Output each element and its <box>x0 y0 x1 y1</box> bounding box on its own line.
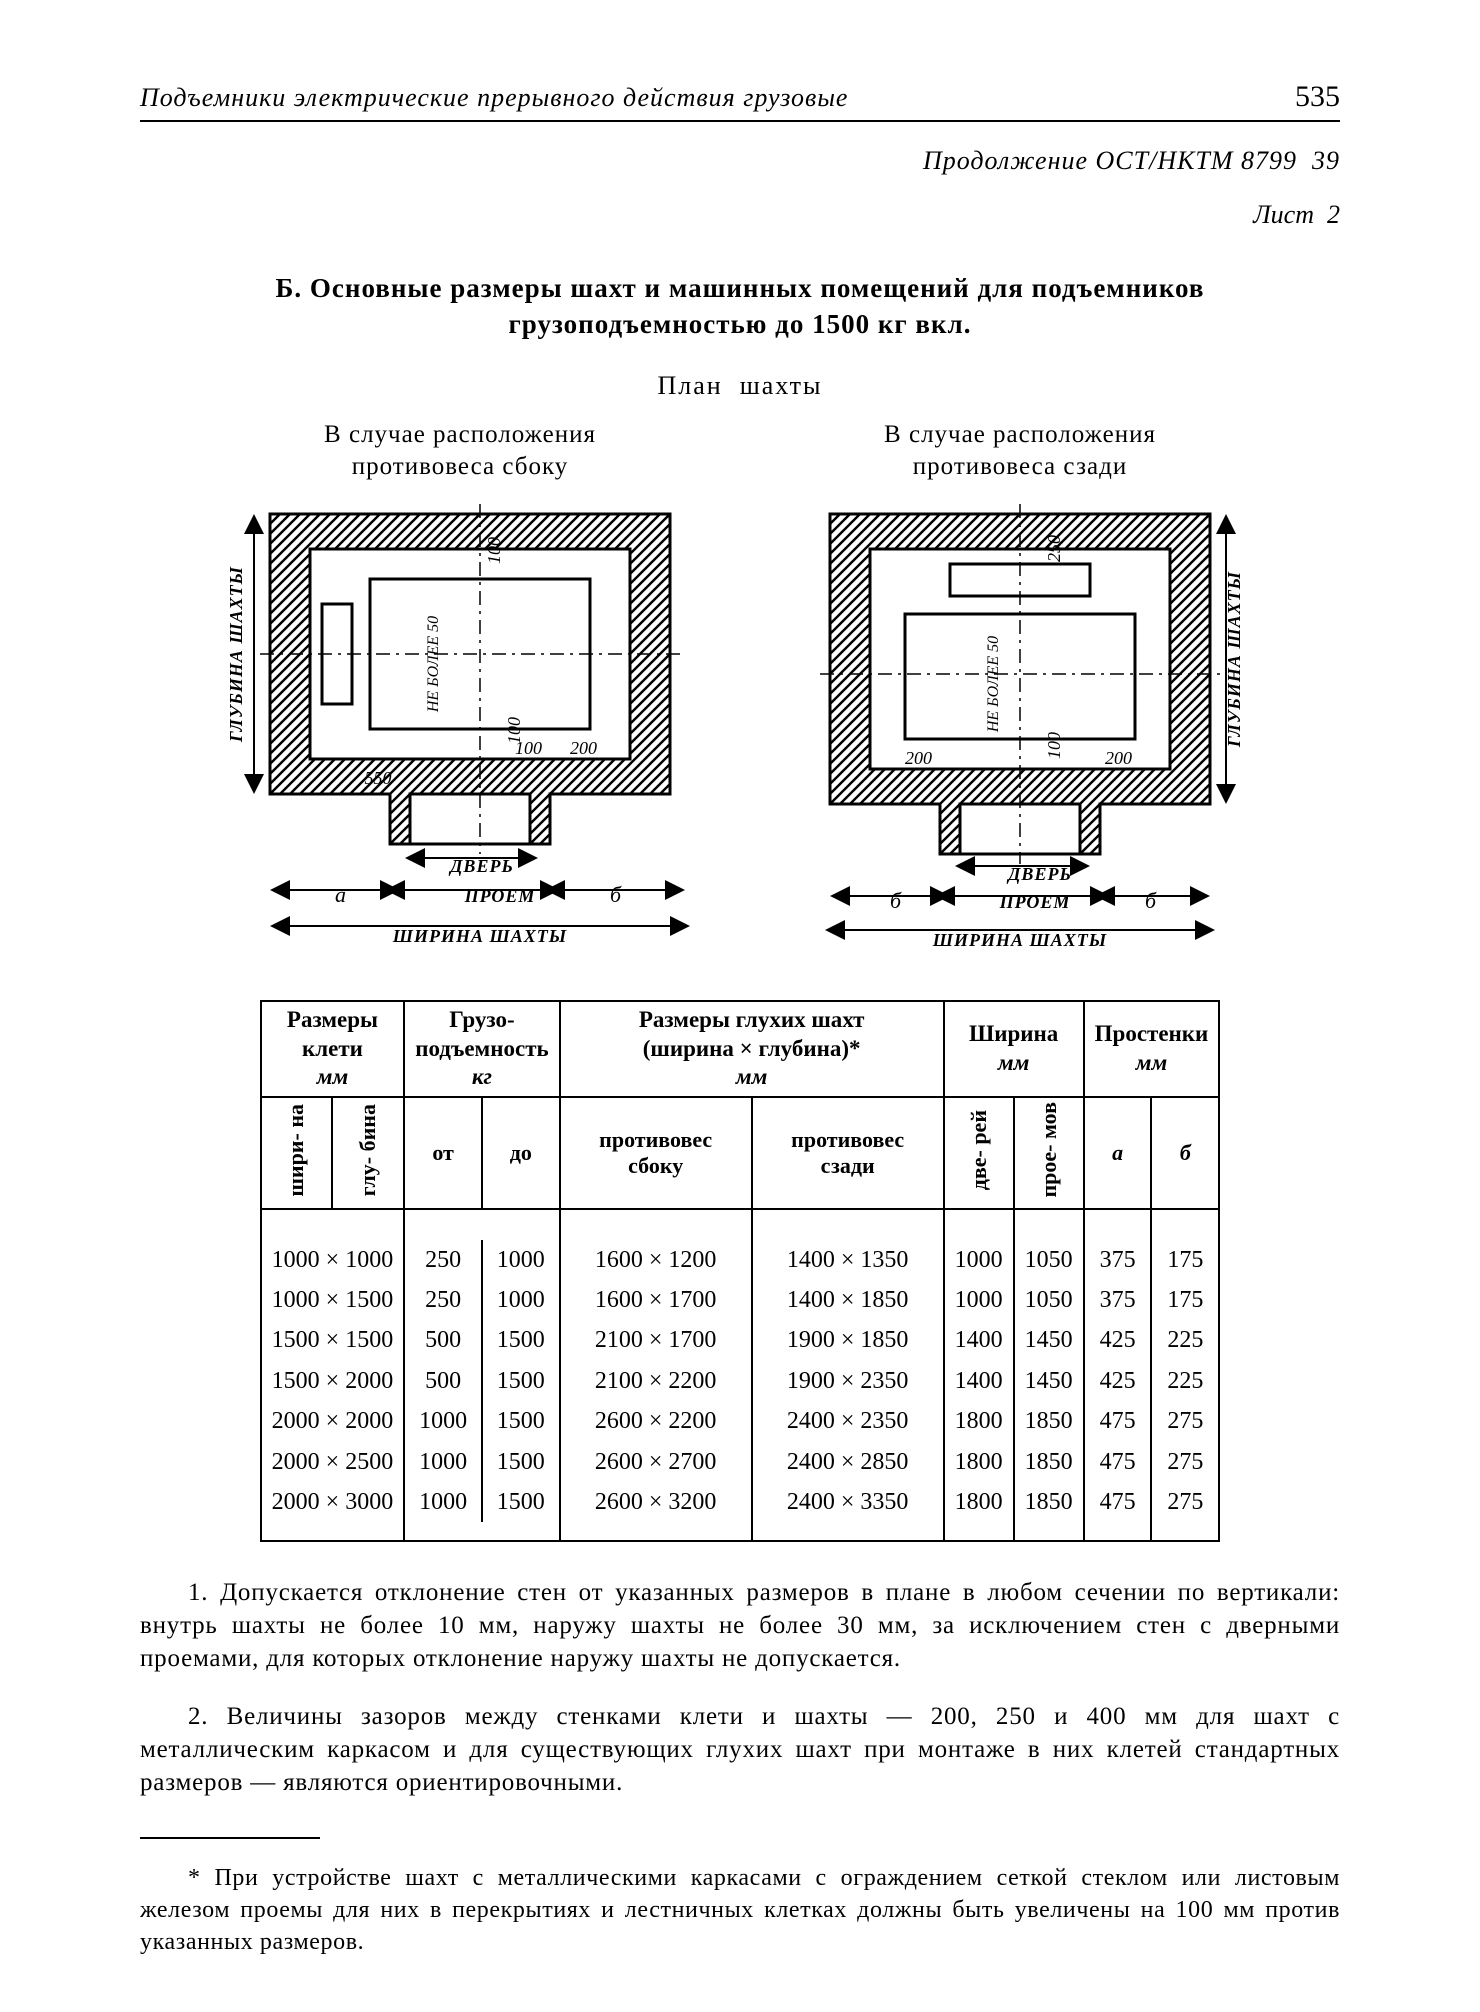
sh-a: а <box>1084 1097 1152 1209</box>
label-depth: ГЛУБИНА ШАХТЫ <box>226 566 246 743</box>
sh-to: до <box>482 1097 560 1209</box>
svg-text:200: 200 <box>905 748 932 768</box>
sh-width: шири- на <box>261 1097 333 1209</box>
svg-text:б: б <box>610 882 622 907</box>
svg-text:ШИРИНА ШАХТЫ: ШИРИНА ШАХТЫ <box>932 930 1108 950</box>
diagram-right: ГЛУБИНА ШАХТЫ ШИРИНА ШАХТЫ ДВЕРЬ ПРОЕМ б… <box>780 494 1260 954</box>
th-cap: Грузо- подъемность кг <box>404 1001 559 1097</box>
table-row: 1000 × 150025010001600 × 17001400 × 1850… <box>261 1280 1220 1320</box>
svg-text:200: 200 <box>1105 748 1132 768</box>
sh-doors: две- рей <box>944 1097 1014 1209</box>
note-1: 1. Допускается отклонение стен от указан… <box>140 1576 1340 1675</box>
svg-text:100: 100 <box>504 717 524 744</box>
th-shaft: Размеры глухих шахт (ширина × глубина)* … <box>560 1001 944 1097</box>
svg-text:250: 250 <box>1044 535 1064 562</box>
svg-text:100: 100 <box>484 537 504 564</box>
running-head: Подъемники электрические прерывного дейс… <box>140 80 1340 122</box>
table-row: 2000 × 2500100015002600 × 27002400 × 285… <box>261 1442 1220 1482</box>
sh-from: от <box>404 1097 482 1209</box>
table-row: 1000 × 100025010001600 × 12001400 × 1350… <box>261 1240 1220 1280</box>
sh-b: б <box>1151 1097 1219 1209</box>
sheet-line: Лист 2 <box>140 200 1340 230</box>
table-row: 2000 × 3000100015002600 × 32002400 × 335… <box>261 1482 1220 1522</box>
table-row: 1500 × 200050015002100 × 22001900 × 2350… <box>261 1361 1220 1401</box>
section-title-l1: Б. Основные размеры шахт и машинных поме… <box>276 273 1205 303</box>
th-dim: Размеры клети мм <box>261 1001 405 1097</box>
diagram-right-caption: В случае расположения противовеса сзади <box>760 419 1280 484</box>
section-title-l2: грузоподъемностью до 1500 кг вкл. <box>509 309 972 339</box>
svg-text:НЕ БОЛЕЕ 50: НЕ БОЛЕЕ 50 <box>425 616 442 713</box>
svg-text:б: б <box>1145 888 1157 913</box>
running-title: Подъемники электрические прерывного дейс… <box>140 83 848 113</box>
specs-table: Размеры клети мм Грузо- подъемность кг Р… <box>260 1000 1221 1543</box>
sh-rear: противовес сзади <box>752 1097 944 1209</box>
diagrams-row: В случае расположения противовеса сбоку <box>140 419 1340 954</box>
continuation-line: Продолжение ОСТ/НКТМ 8799 39 <box>140 146 1340 176</box>
sh-open: прое- мов <box>1014 1097 1084 1209</box>
page: Подъемники электрические прерывного дейс… <box>0 0 1480 2012</box>
diagram-right-col: В случае расположения противовеса сзади <box>760 419 1280 954</box>
diagram-left-col: В случае расположения противовеса сбоку <box>200 419 720 954</box>
note-2: 2. Величины зазоров между стенками клети… <box>140 1700 1340 1799</box>
section-title: Б. Основные размеры шахт и машинных поме… <box>140 270 1340 343</box>
diagram-left-caption: В случае расположения противовеса сбоку <box>200 419 720 484</box>
sh-depth: глу- бина <box>332 1097 404 1209</box>
plan-title: План шахты <box>140 371 1340 401</box>
svg-text:a: a <box>335 882 346 907</box>
table-row: 1500 × 150050015002100 × 17001900 × 1850… <box>261 1320 1220 1360</box>
svg-text:100: 100 <box>1044 732 1064 759</box>
table-row: 2000 × 2000100015002600 × 22002400 × 235… <box>261 1401 1220 1441</box>
diagram-left: ГЛУБИНА ШАХТЫ ШИРИНА ШАХТЫ ДВЕРЬ ПРОЕМ a… <box>210 494 710 954</box>
sh-side: противовес сбоку <box>560 1097 752 1209</box>
svg-text:НЕ БОЛЕЕ 50: НЕ БОЛЕЕ 50 <box>985 636 1002 733</box>
label-width: ШИРИНА ШАХТЫ <box>392 926 568 946</box>
svg-text:550: 550 <box>365 768 392 788</box>
th-width: Ширина мм <box>944 1001 1084 1097</box>
th-piers: Простенки мм <box>1084 1001 1220 1097</box>
footnote: * При устройстве шахт с металлическими к… <box>140 1863 1340 1958</box>
page-number: 535 <box>1295 80 1340 114</box>
footnote-rule <box>140 1837 320 1839</box>
svg-text:200: 200 <box>570 738 597 758</box>
svg-text:б: б <box>890 888 902 913</box>
